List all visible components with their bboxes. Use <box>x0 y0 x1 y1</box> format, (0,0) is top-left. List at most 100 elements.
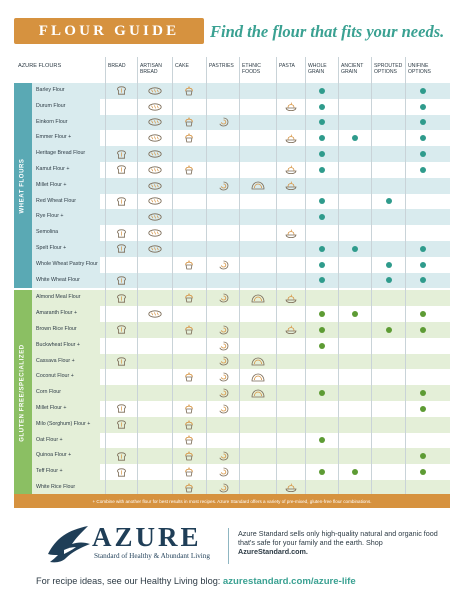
dot-icon <box>420 469 426 476</box>
dot-icon <box>319 198 325 205</box>
table-row: Amaranth Flour + <box>32 306 450 322</box>
mark-dot <box>306 115 338 131</box>
header: FLOUR GUIDE Find the flour that fits you… <box>14 12 450 48</box>
dot-icon <box>385 326 392 333</box>
dot-icon <box>385 198 392 205</box>
dot-icon <box>420 135 426 142</box>
cake-icon <box>173 290 205 306</box>
dot-icon <box>319 166 325 173</box>
mark-dot <box>372 194 405 210</box>
column-header: ANCIENT GRAIN <box>341 63 364 75</box>
dot-icon <box>420 277 426 284</box>
blog-line: For recipe ideas, see our Healthy Living… <box>36 576 356 587</box>
table-row: Buckwheat Flour + <box>32 337 450 354</box>
flour-name: Red Wheat Flour <box>32 193 100 210</box>
column-header: PASTRIES <box>209 63 234 69</box>
column-divider <box>206 57 207 496</box>
bread-icon <box>106 401 136 417</box>
dot-icon <box>420 87 426 94</box>
flour-name: Corn Flour <box>32 385 100 401</box>
flour-name: White Rice Flour <box>32 480 100 496</box>
dot-icon <box>385 261 392 268</box>
mark-dot <box>339 464 371 480</box>
mark-dot <box>406 241 440 257</box>
mark-dot <box>306 209 338 225</box>
mark-dot <box>306 322 338 338</box>
table-row: White Wheat Flour <box>32 272 450 289</box>
cake-icon <box>173 257 205 273</box>
ethnic-foods-icon <box>240 290 276 306</box>
flour-name: Oat Flour + <box>32 432 100 449</box>
artisan-bread-icon <box>138 241 172 257</box>
pastries-icon <box>207 464 239 480</box>
mark-dot <box>306 464 338 480</box>
table-row: Kamut Flour + <box>32 162 450 178</box>
cake-icon <box>173 83 205 99</box>
table-row: Teff Flour + <box>32 464 450 480</box>
column-divider <box>105 57 106 496</box>
cake-icon <box>173 322 205 338</box>
column-divider <box>172 57 173 496</box>
mark-dot <box>406 130 440 146</box>
tagline: Find the flour that fits your needs. <box>210 22 445 41</box>
flour-name: Einkorn Flour <box>32 114 100 131</box>
mark-dot <box>339 306 371 322</box>
mark-dot <box>406 146 440 162</box>
column-divider <box>239 57 240 496</box>
mark-dot <box>306 433 338 449</box>
title-banner: FLOUR GUIDE <box>14 18 204 44</box>
shop-link[interactable]: AzureStandard.com. <box>238 547 308 557</box>
pastries-icon <box>207 322 239 338</box>
pasta-icon <box>277 99 305 115</box>
blog-link[interactable]: azurestandard.com/azure-life <box>222 576 356 587</box>
flour-name: Buckwheat Flour + <box>32 337 100 354</box>
dot-icon <box>385 277 392 284</box>
page-title: FLOUR GUIDE <box>38 22 180 39</box>
flour-name: Durum Flour <box>32 98 100 115</box>
eagle-icon <box>48 526 90 563</box>
blog-text: For recipe ideas, see our Healthy Living… <box>36 576 223 586</box>
mark-dot <box>406 83 440 99</box>
logo-wordmark: AZURE <box>92 522 202 552</box>
column-divider <box>137 57 138 496</box>
cake-icon <box>173 480 205 496</box>
column-header: CAKE <box>175 63 189 69</box>
artisan-bread-icon <box>138 83 172 99</box>
pastries-icon <box>207 290 239 306</box>
flour-name: Quinoa Flour + <box>32 448 100 465</box>
cake-icon <box>173 417 205 433</box>
dot-icon <box>319 326 325 333</box>
flour-name: Rye Flour + <box>32 209 100 226</box>
mark-dot <box>406 273 440 289</box>
flour-name: Barley Flour <box>32 83 100 99</box>
dot-icon <box>420 453 426 460</box>
dot-icon <box>319 342 325 349</box>
pasta-icon <box>277 290 305 306</box>
flour-name: Kamut Flour + <box>32 162 100 178</box>
column-divider <box>305 57 306 496</box>
table-row: Heritage Bread Flour <box>32 146 450 162</box>
mark-dot <box>406 162 440 178</box>
dot-icon <box>352 135 358 142</box>
flour-name: Whole Wheat Pastry Flour <box>32 256 100 273</box>
ethnic-foods-icon <box>240 354 276 370</box>
column-divider <box>371 57 372 496</box>
flour-name: Millet Flour + <box>32 177 100 194</box>
table-row: Rye Flour + <box>32 209 450 226</box>
flour-name: White Wheat Flour <box>32 272 100 289</box>
mark-dot <box>406 464 440 480</box>
column-header: BREAD <box>108 63 126 69</box>
pastries-icon <box>207 369 239 385</box>
column-header: ETHNIC FOODS <box>242 63 261 75</box>
footnote-text: + Combine with another flour for best re… <box>92 498 372 504</box>
mark-dot <box>306 83 338 99</box>
pastries-icon <box>207 178 239 194</box>
mark-dot <box>306 306 338 322</box>
company-blurb: Azure Standard sells only high-quality n… <box>238 529 452 557</box>
azure-logo: AZURE Standard of Healthy & Abundant Liv… <box>46 522 224 568</box>
group-label: GLUTEN FREE/SPECIALIZED <box>20 344 27 442</box>
cake-icon <box>173 130 205 146</box>
table-row: Almond Meal Flour <box>32 290 450 307</box>
ethnic-foods-icon <box>240 385 276 401</box>
dot-icon <box>420 119 426 126</box>
